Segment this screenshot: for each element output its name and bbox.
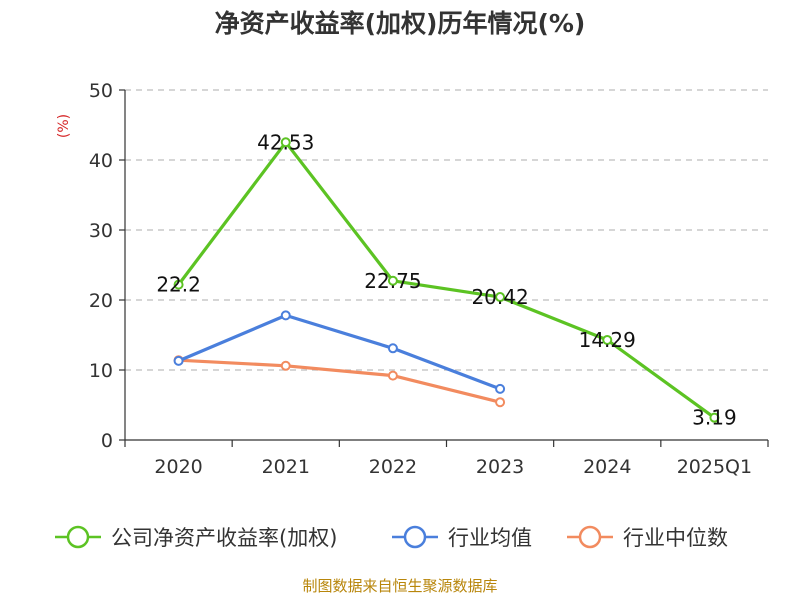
x-tick-label: 2020 [154,456,202,478]
data-point [280,137,291,148]
series-line [177,140,716,420]
data-point [387,370,398,381]
data-point [173,355,184,366]
y-tick-label: 10 [89,360,113,382]
data-point [387,275,398,286]
legend-label: 行业中位数 [623,526,728,550]
x-tick-label: 2025Q1 [677,456,752,478]
x-tick-label: 2024 [583,456,631,478]
data-point [709,412,720,423]
y-tick-label: 50 [89,80,113,102]
data-point [280,360,291,371]
y-axis-label: (%) [56,114,72,138]
data-label: 22.75 [364,269,421,293]
data-label: 22.2 [156,273,201,297]
source-note: 制图数据来自恒生聚源数据库 [302,577,497,595]
data-point [495,292,506,303]
x-tick-label: 2021 [262,456,310,478]
chart-title: 净资产收益率(加权)历年情况(%) [215,9,586,38]
data-label: 14.29 [579,328,636,352]
series-line [177,358,502,404]
data-label: 42.53 [257,130,314,154]
legend-swatch-marker [403,525,427,549]
data-point [387,343,398,354]
y-tick-label: 20 [89,290,113,312]
data-label: 3.19 [692,406,737,430]
series-line [177,313,502,391]
data-labels: 22.2 42.53 22.75 20.42 14.29 3.19 [156,130,736,429]
y-tick-label: 0 [101,430,113,452]
x-tick-label: 2023 [476,456,524,478]
legend-label: 行业均值 [448,526,532,550]
x-tick-label: 2022 [369,456,417,478]
data-point [495,383,506,394]
data-point [173,279,184,290]
data-point [602,334,613,345]
y-tick-label: 40 [89,150,113,172]
data-point [495,397,506,408]
data-point [280,310,291,321]
data-label: 20.42 [471,285,528,309]
series [173,137,720,423]
legend[interactable]: 公司净资产收益率(加权) 行业均值 行业中位数 [55,525,728,550]
legend-swatch-marker [66,525,90,549]
axes: 0 10 20 30 40 50 2020 2021 2022 2023 2024 2025Q1 [89,80,769,478]
legend-label: 公司净资产收益率(加权) [111,526,337,550]
legend-swatch-marker [578,525,602,549]
y-tick-label: 30 [89,220,113,242]
